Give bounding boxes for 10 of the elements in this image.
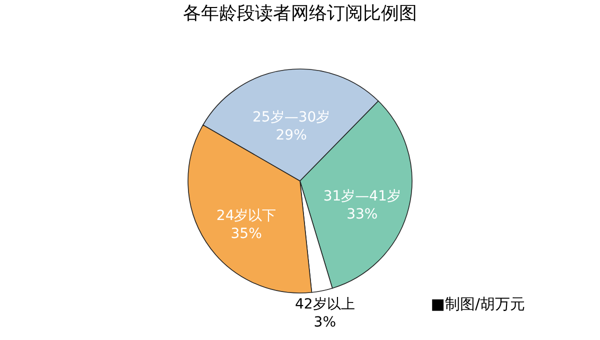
data-label: 33% [346,206,378,222]
chart-title: 各年龄段读者网络订阅比例图 [183,3,417,24]
slice-label: 31岁—41岁 [323,188,401,204]
slice-label: 24岁以下 [216,208,276,224]
text: ■制图/胡万元 [430,295,525,313]
data-label: 3% [314,314,336,331]
data-label: 35% [230,226,262,242]
data-label: 29% [276,128,307,144]
slice-label: 25岁—30岁 [252,110,330,126]
slice-label: 42岁以上 [294,296,355,313]
